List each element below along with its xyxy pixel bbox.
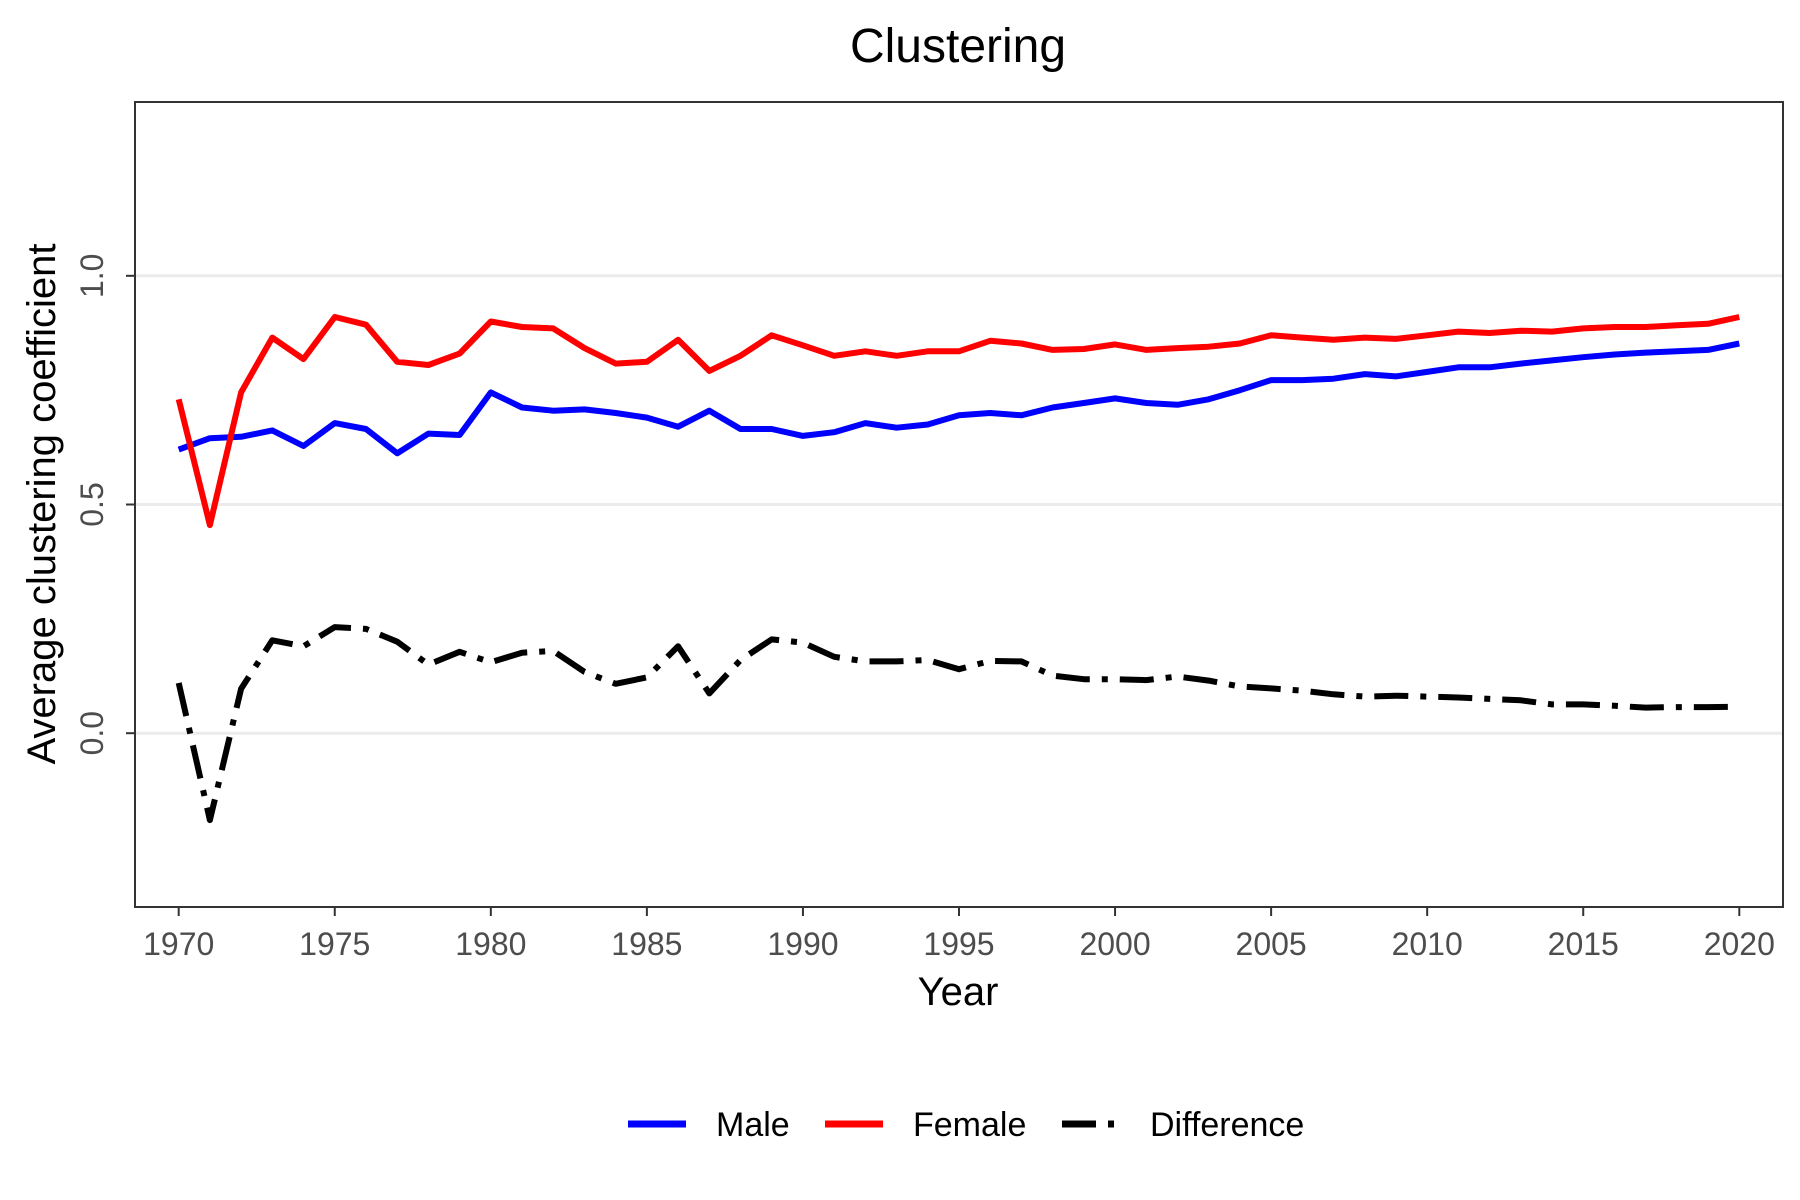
y-axis: 0.0 0.5 1.0 [74,254,135,755]
y-axis-title: Average clustering coefficient [20,243,64,764]
y-tick-label: 0.0 [74,711,110,755]
series-lines [175,314,1740,824]
x-tick-label: 1980 [455,926,526,962]
legend-label-female: Female [913,1106,1026,1144]
x-tick-label: 2015 [1548,926,1619,962]
grid-lines [135,274,1783,735]
x-tick-label: 2005 [1236,926,1307,962]
x-axis: 1970 1975 1980 1985 1990 1995 2000 2005 2010 2015… [143,907,1775,962]
x-tick-label: 1985 [611,926,682,962]
x-tick-label: 1990 [767,926,838,962]
x-tick-label: 1995 [923,926,994,962]
x-tick-label: 2020 [1704,926,1775,962]
chart-title: Clustering [850,20,1066,73]
x-tick-label: 2000 [1079,926,1150,962]
series-line-male [177,340,1740,457]
series-line-difference [175,624,1740,824]
x-tick-label: 1975 [299,926,370,962]
x-axis-title: Year [918,970,999,1014]
legend: Male Female Difference [628,1106,1304,1144]
legend-label-male: Male [716,1106,790,1144]
y-tick-label: 0.5 [74,482,110,526]
x-tick-label: 1970 [143,926,214,962]
legend-label-difference: Difference [1150,1106,1304,1144]
y-tick-label: 1.0 [74,254,110,298]
series-line-female [175,314,1740,529]
x-tick-label: 2010 [1392,926,1463,962]
